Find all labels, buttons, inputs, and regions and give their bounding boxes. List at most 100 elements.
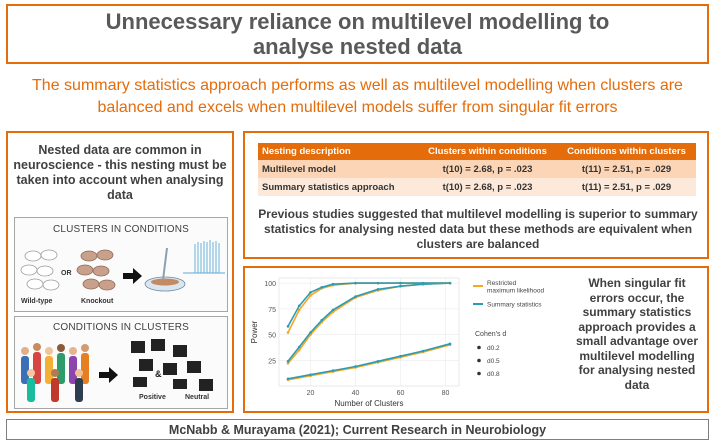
series-line [287, 344, 451, 381]
table-cell: t(10) = 2.68, p = .023 [418, 178, 557, 196]
data-point [286, 377, 290, 381]
y-tick-label: 50 [268, 333, 276, 340]
data-point [320, 285, 324, 289]
mice-illustration [20, 240, 225, 292]
data-point [399, 281, 402, 285]
results-table-box: Nesting description Clusters within cond… [243, 131, 709, 259]
neutral-label: Neutral [185, 394, 210, 401]
table-note: Previous studies suggested that multilev… [258, 207, 698, 251]
y-tick-label: 25 [268, 358, 276, 365]
data-point [309, 331, 312, 334]
data-point [354, 281, 357, 285]
positive-label: Positive [139, 394, 166, 401]
conditions-in-clusters-title: CONDITIONS IN CLUSTERS [52, 322, 190, 333]
clusters-in-conditions-panel: CLUSTERS IN CONDITIONS [14, 217, 228, 312]
data-point [354, 295, 357, 298]
chart-box: 25 50 75 100 20 40 60 80 Number of Clusters Power… [243, 266, 709, 413]
data-point [421, 349, 425, 353]
arrow-right-icon [123, 268, 142, 284]
knockout-label: Knockout [81, 298, 114, 305]
data-point [286, 362, 290, 365]
x-tick-label: 40 [352, 390, 360, 397]
data-point [286, 360, 290, 363]
knockout-mice-icon [76, 249, 116, 291]
data-point [320, 318, 324, 322]
data-point [297, 308, 301, 312]
effect-legend-label: d0.2 [487, 345, 500, 352]
y-tick-label: 75 [268, 307, 276, 314]
stimulus-images-icon [131, 339, 213, 391]
chart-note: When singular fit errors occur, the summ… [575, 276, 699, 392]
spike-train-icon [183, 240, 225, 274]
left-panel-text: Nested data are common in neuroscience -… [13, 143, 227, 202]
wild-type-mice-icon [20, 249, 60, 291]
effect-legend-label: d0.5 [487, 358, 500, 365]
data-point [399, 284, 402, 288]
data-point [309, 294, 312, 297]
data-point [331, 282, 335, 286]
data-point [331, 308, 335, 312]
plot-area [278, 277, 460, 387]
table-cell: Multilevel model [258, 160, 418, 178]
citation-text: McNabb & Murayama (2021); Current Resear… [168, 422, 547, 437]
data-point [376, 360, 380, 363]
table-header-row: Nesting description Clusters within cond… [258, 143, 696, 160]
conditions-in-clusters-panel: CONDITIONS IN CLUSTERS [14, 316, 228, 409]
table-cell: t(10) = 2.68, p = .023 [418, 160, 557, 178]
or-label: OR [61, 270, 72, 277]
header-clusters-within-conditions: Clusters within conditions [418, 143, 557, 160]
data-point [421, 281, 425, 285]
header-conditions-within-clusters: Conditions within clusters [557, 143, 696, 160]
series-line [287, 282, 451, 362]
legend-label: maximum likelihood [487, 288, 544, 295]
data-point [331, 369, 335, 372]
y-axis-label: Power [250, 320, 259, 343]
title-box: Unnecessary reliance on multilevel model… [6, 4, 709, 64]
people-illustration: & [21, 339, 213, 402]
citation-footer: McNabb & Murayama (2021); Current Resear… [6, 419, 709, 440]
data-point [309, 373, 312, 376]
left-panel: Nested data are common in neuroscience -… [6, 131, 234, 413]
data-point [297, 348, 301, 352]
table-cell: Summary statistics approach [258, 178, 418, 196]
petri-dish-icon [144, 247, 186, 292]
x-tick-label: 80 [442, 390, 450, 397]
svg-text:&: & [155, 369, 162, 379]
header-nesting-description: Nesting description [258, 143, 418, 160]
wild-type-label: Wild-type [21, 298, 53, 305]
data-point [376, 281, 380, 285]
data-point [376, 288, 380, 291]
clusters-in-conditions-title: CLUSTERS IN CONDITIONS [52, 224, 190, 235]
legend-label: Summary statistics [487, 302, 542, 309]
poster-title: Unnecessary reliance on multilevel model… [105, 9, 610, 59]
crowd-icon [21, 343, 89, 402]
data-point [309, 291, 312, 294]
data-point [297, 304, 301, 308]
data-point [399, 354, 402, 358]
data-point [286, 331, 290, 334]
data-point [286, 325, 290, 328]
x-axis-label: Number of Clusters [335, 399, 404, 408]
series-line [287, 343, 451, 380]
effect-legend-label: d0.8 [487, 371, 500, 378]
subtitle: The summary statistics approach performs… [32, 77, 683, 116]
data-point [297, 345, 301, 349]
effect-legend-marker [477, 358, 481, 363]
power-chart: 25 50 75 100 20 40 60 80 Number of Clusters Power… [250, 277, 544, 408]
data-point [354, 365, 357, 368]
results-table: Nesting description Clusters within cond… [258, 143, 696, 196]
y-tick-label: 100 [264, 281, 276, 288]
x-tick-label: 20 [307, 390, 315, 397]
arrow-right-icon [99, 367, 118, 383]
effect-legend-title: Cohen's d [475, 331, 506, 338]
table-cell: t(11) = 2.51, p = .029 [557, 178, 696, 196]
effect-legend-marker [477, 371, 481, 376]
table-cell: t(11) = 2.51, p = .029 [557, 160, 696, 178]
data-point [448, 281, 452, 285]
effect-legend-marker [477, 345, 481, 350]
x-tick-label: 60 [397, 390, 405, 397]
series-line [287, 282, 450, 327]
table-row: Multilevel model t(10) = 2.68, p = .023 … [258, 160, 696, 178]
legend-label: Restricted [487, 280, 517, 287]
data-point [448, 342, 452, 346]
